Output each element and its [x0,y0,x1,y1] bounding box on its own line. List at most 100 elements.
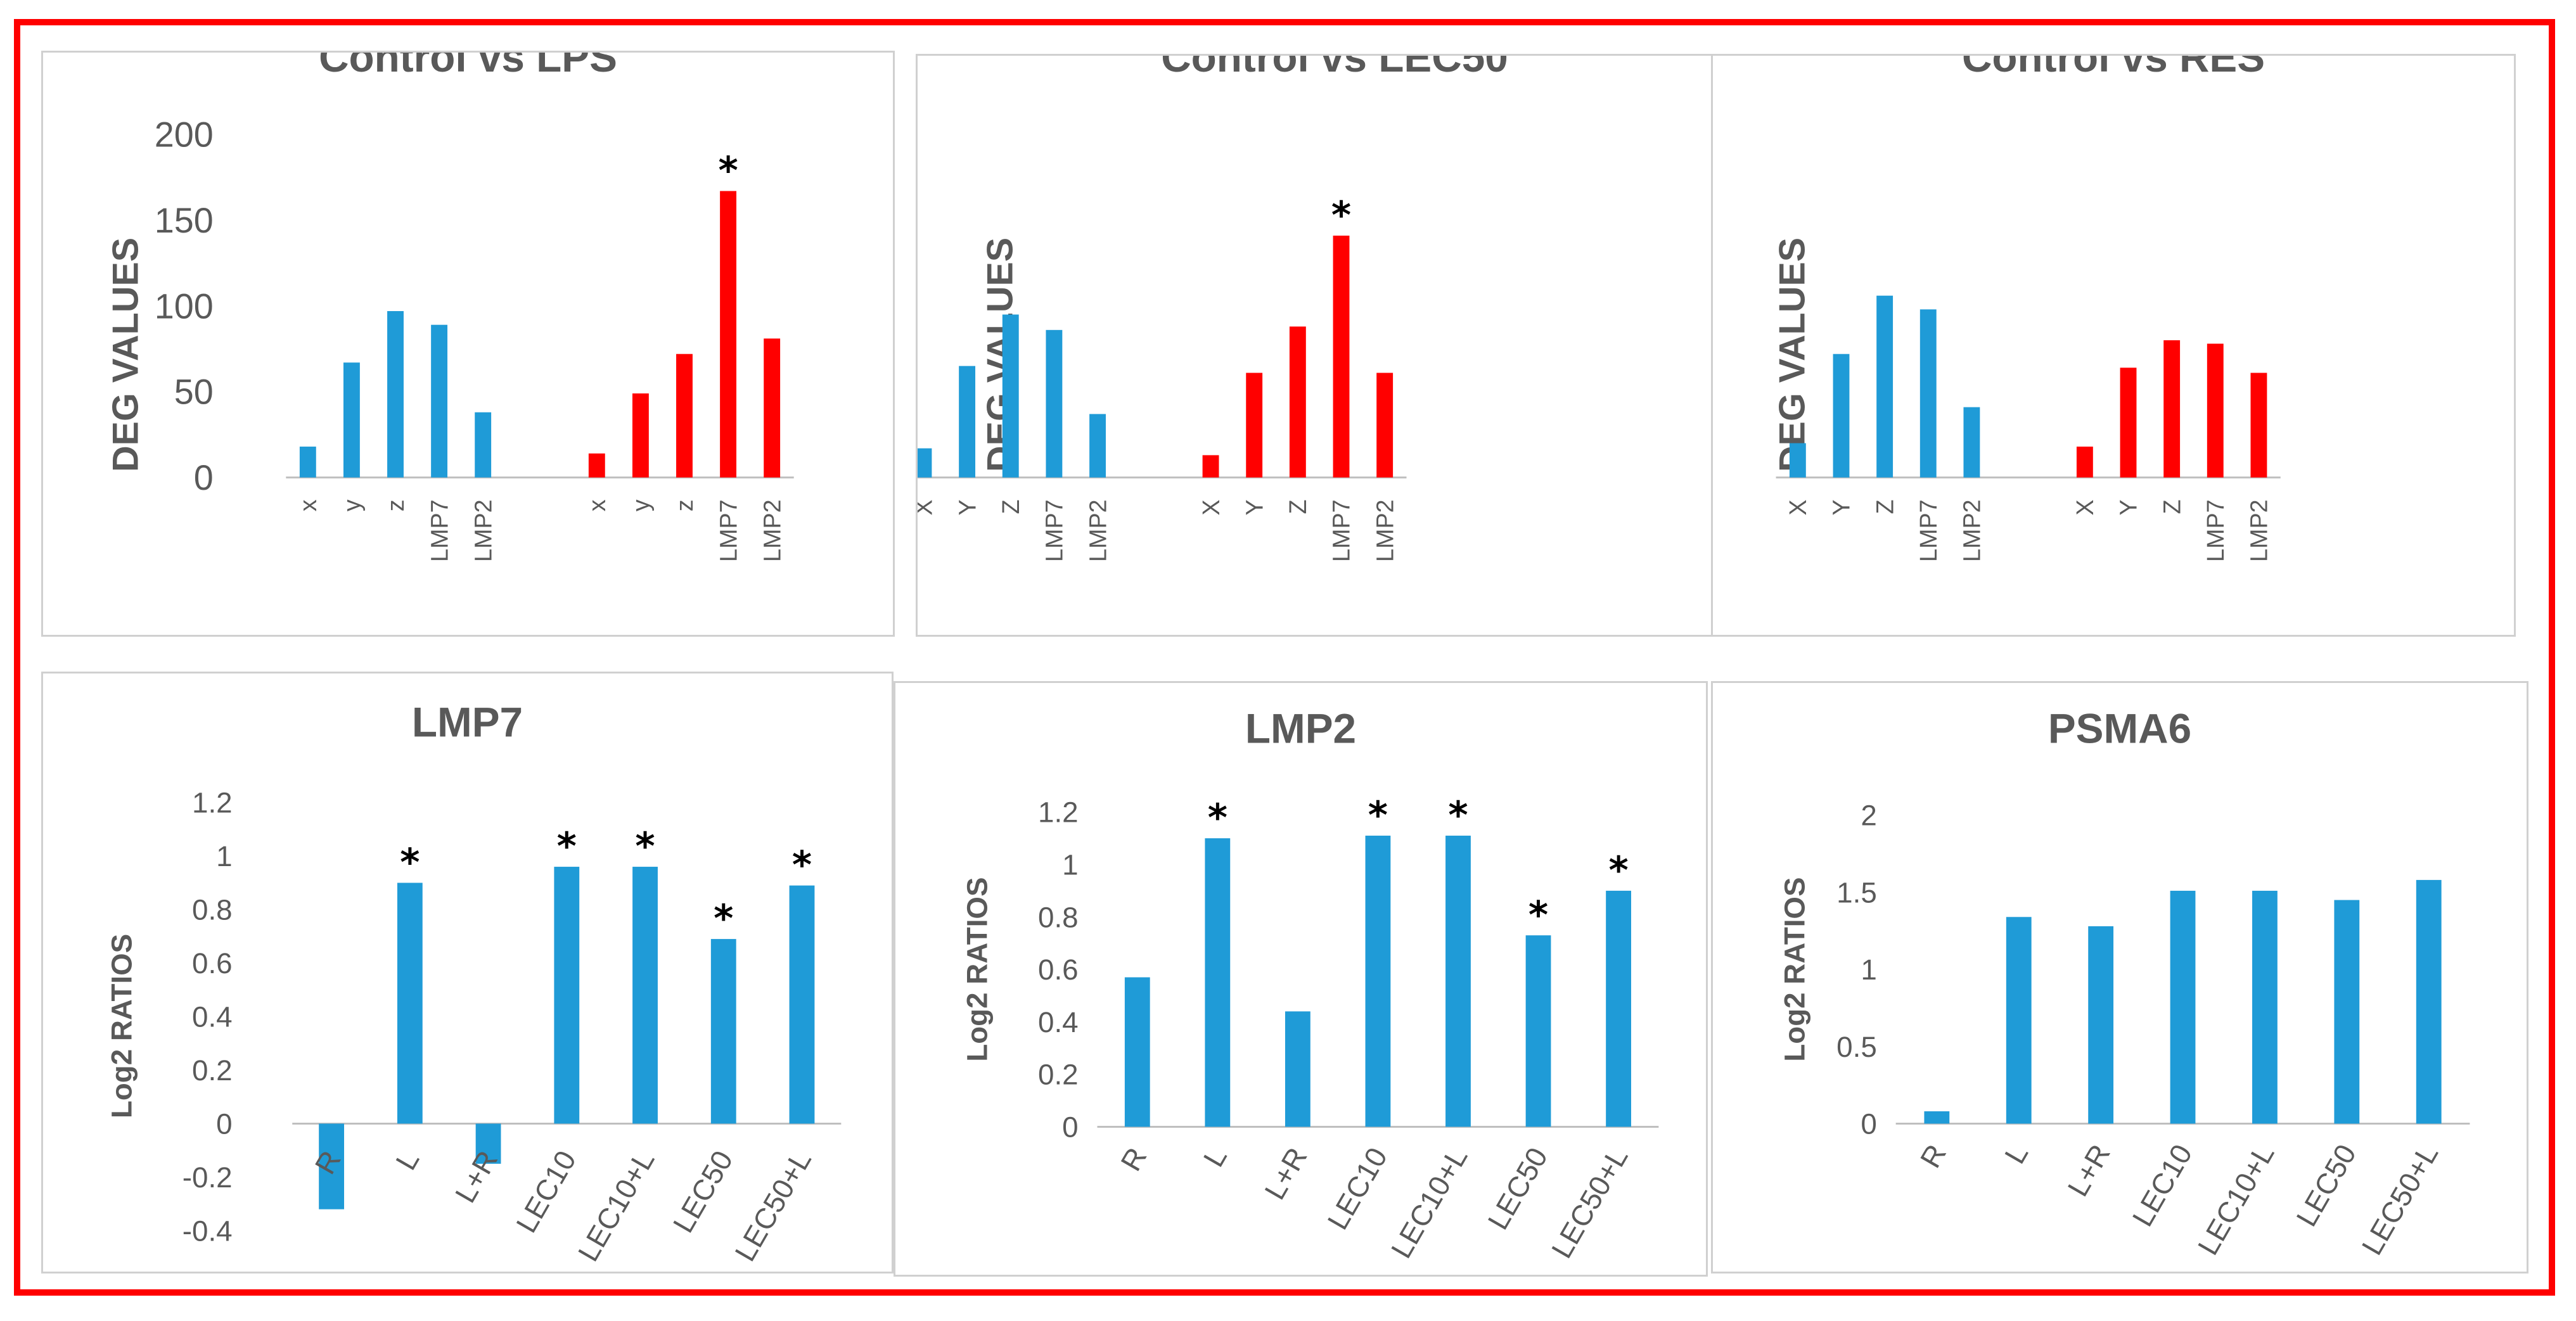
y-tick-label: 0.5 [1836,1031,1877,1063]
x-tick-label: X [1785,499,1812,515]
y-tick-label: 1 [1062,849,1078,881]
x-tick-label: LMP2 [470,499,497,562]
chart-svg-1: Control vs LPS DEG VALUES 200 150 100 50 0 x y z L… [105,53,794,562]
bar-lmp7 [2207,343,2224,478]
y-tick-label: -0.2 [183,1161,233,1194]
x-tick-label: L [1999,1139,2035,1169]
bar-r [1924,1111,1950,1124]
x-tick-label: Y [1241,499,1268,515]
y-tick-label: 1.2 [192,787,233,819]
bar-x [1202,455,1219,478]
y-axis-label: DEG VALUES [105,238,146,472]
y-tick-label: 0 [194,458,214,497]
bar-lec50 [710,939,736,1124]
bar-lmp7 [1333,235,1350,478]
y-tick-label: 0.8 [1038,901,1079,933]
bar-y [343,362,360,478]
bar-x [588,453,605,478]
bar-lmp7 [720,191,737,478]
x-tick-label: LMP7 [1042,499,1068,562]
x-tick-label: LMP2 [2246,499,2273,562]
chart-svg-5: LMP2 Log2 RATIOS 1.2 1 0.8 0.6 0.4 0.2 0 R * L L+R * L… [961,705,1659,1263]
bar-lmp7 [431,324,448,478]
bar-z [2163,340,2181,478]
chart-panel-1: Control vs LPS DEG VALUES 200 150 100 50 0 x y z L… [41,51,895,637]
significance-star: * [792,844,812,888]
x-tick-label: LEC50 [667,1146,739,1239]
x-tick-label: Y [2116,499,2143,515]
chart-svg-6: PSMA6 Log2 RATIOS 2 1.5 1 0.5 0 R L L+R LEC10LEC10… [1778,705,2470,1261]
x-tick-label: L+R [2061,1139,2117,1202]
bar-x [1789,443,1806,478]
y-axis-label: Log2 RATIOS [961,877,993,1062]
bar-lec10 [1365,835,1391,1127]
y-tick-label: 1 [1861,954,1876,986]
x-tick-label: y [339,499,366,511]
x-tick-label: y [628,499,655,511]
x-tick-label: R [1115,1142,1153,1177]
x-tick-label: Z [1285,499,1312,514]
bar-lmp2 [764,338,781,478]
bar-lmp2 [475,412,492,478]
figure-frame [14,19,2555,1296]
bar-z [1876,295,1894,478]
y-tick-label: 0 [216,1108,232,1140]
bar-lec50 [2334,900,2360,1124]
bar-y [1833,354,1850,478]
y-tick-label: 100 [155,286,214,326]
x-tick-label: X [1198,499,1225,515]
y-tick-label: 0.6 [192,947,233,980]
bar-z [1289,326,1306,478]
chart-panel-6: PSMA6 Log2 RATIOS 2 1.5 1 0.5 0 R L L+R LEC10 LEC10… [1711,681,2528,1273]
x-tick-label: X [918,499,938,515]
bar-lmp2 [1089,414,1106,478]
x-tick-label: LEC10 [510,1146,582,1239]
x-tick-label: LEC10+L [572,1146,660,1267]
x-tick-label: z [672,499,698,511]
chart-panel-5: LMP2 Log2 RATIOS 1.2 1 0.8 0.6 0.4 0.2 0 R * L L+R * L… [894,681,1708,1277]
x-tick-label: Y [1829,499,1855,515]
y-tick-label: 1 [216,840,232,872]
significance-star: * [1608,849,1628,893]
bar-lec50 [1525,935,1551,1127]
x-tick-label: R [1914,1139,1952,1173]
bar-lec10 [2170,890,2196,1124]
x-tick-label: LEC10+L [2191,1139,2280,1261]
x-tick-label: LEC10 [1321,1142,1394,1235]
x-tick-label: Z [998,499,1025,514]
x-tick-label: Y [954,499,981,515]
x-tick-label: LMP2 [1372,499,1399,562]
y-tick-label: 0.2 [192,1054,233,1087]
x-tick-label: X [2072,499,2099,515]
chart-title: LMP2 [1245,705,1356,751]
significance-star: * [400,841,420,885]
x-tick-label: Z [1872,499,1899,514]
bar-lec10-l [2252,890,2278,1124]
bar-r [319,1123,345,1209]
bar-y [632,393,649,478]
bar-lec50-l [789,885,815,1124]
significance-star: * [635,825,655,869]
x-tick-label: z [383,499,409,511]
significance-star: * [714,897,733,941]
x-tick-label: LEC50+L [2355,1139,2444,1261]
y-tick-label: 0 [1062,1111,1078,1144]
x-tick-label: L [1197,1142,1233,1172]
x-tick-label: LMP7 [426,499,453,562]
y-tick-label: 0.4 [192,1001,233,1033]
chart-title: Control vs RES [1962,56,2265,80]
x-tick-label: x [584,499,611,511]
y-tick-label: 1.5 [1836,876,1877,909]
y-tick-label: 50 [174,373,214,412]
bar-l [1205,838,1231,1127]
bar-lmp2 [1963,407,1980,478]
bar-z [387,311,404,478]
chart-panel-4: LMP7 Log2 RATIOS 1.2 1 0.8 0.6 0.4 0.2 0 -0.2 -0.4… [41,672,894,1273]
y-axis-label: Log2 RATIOS [1778,877,1810,1062]
bar-l [397,883,423,1124]
x-tick-label: x [295,499,322,511]
